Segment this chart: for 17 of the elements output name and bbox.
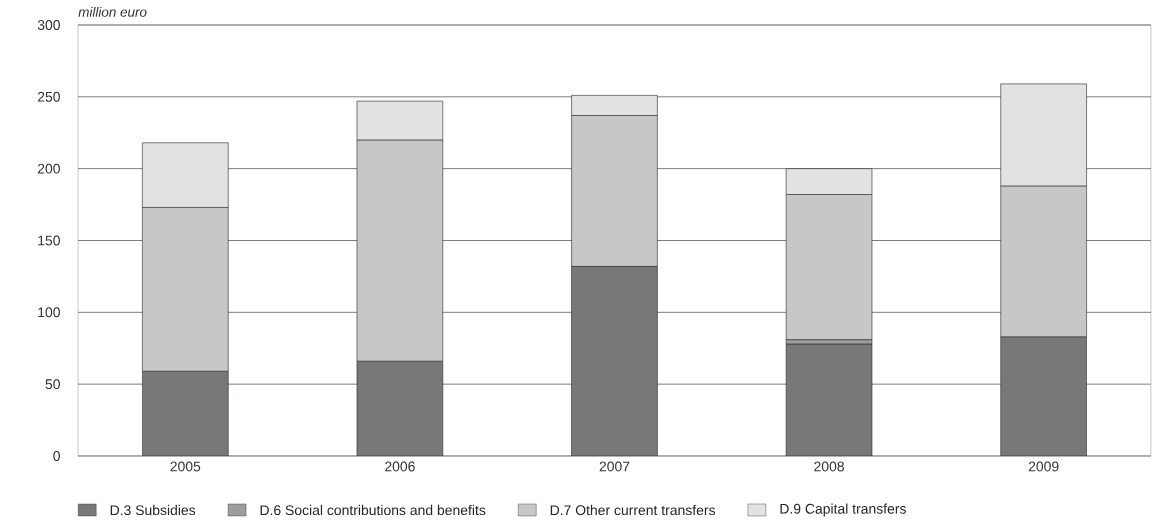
y-axis-title: million euro — [78, 6, 147, 17]
y-tick-label: 250 — [37, 91, 60, 102]
legend-label: D.6 Social contributions and benefits — [260, 504, 486, 516]
x-tick-label: 2005 — [170, 461, 201, 472]
y-tick-label: 50 — [45, 379, 60, 390]
y-tick-label: 0 — [53, 451, 60, 461]
x-tick-label: 2007 — [599, 461, 630, 472]
x-tick-label: 2008 — [814, 461, 844, 472]
x-tick-label: 2009 — [1028, 461, 1059, 472]
legend-label: D.3 Subsidies — [110, 504, 196, 516]
legend-label: D.9 Capital transfers — [780, 503, 906, 517]
y-tick-label: 300 — [37, 20, 60, 30]
y-tick-label: 200 — [37, 163, 60, 174]
y-tick-label: 150 — [38, 235, 60, 246]
legend-label: D.7 Other current transfers — [550, 504, 716, 516]
y-tick-label: 100 — [38, 307, 60, 318]
x-tick-label: 2006 — [385, 461, 415, 472]
